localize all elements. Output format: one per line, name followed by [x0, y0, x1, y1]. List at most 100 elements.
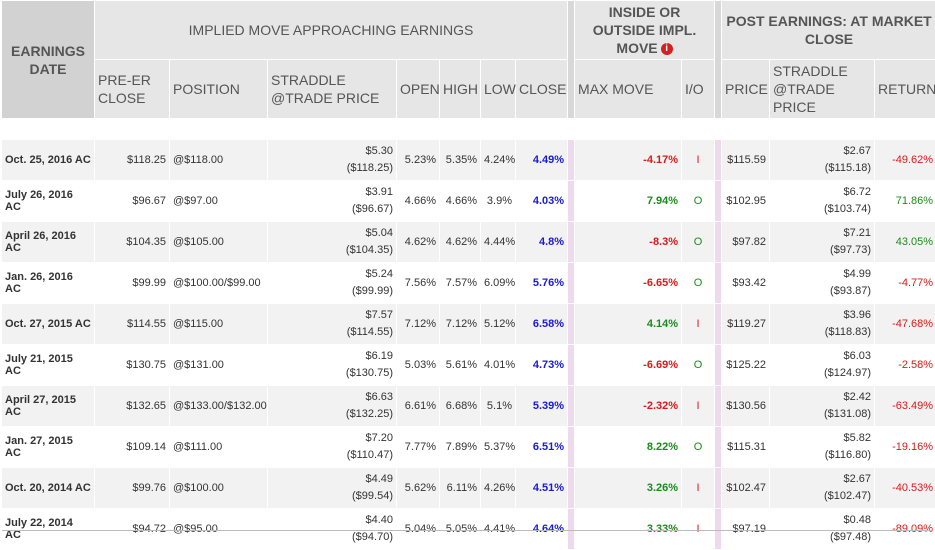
- column-separator: [568, 304, 575, 344]
- header-low: LOW: [481, 60, 516, 118]
- cell-price: $125.22: [722, 345, 770, 385]
- column-separator: [568, 263, 575, 303]
- cell-close: 4.03%: [516, 181, 568, 221]
- cell-close: 4.51%: [516, 468, 568, 508]
- cell-max-move: 3.26%: [575, 468, 682, 508]
- cell-return: -4.77%: [875, 263, 935, 303]
- straddle-price: $5.04: [365, 227, 393, 239]
- cell-straddle: $7.20 ($110.47): [268, 427, 396, 467]
- straddle-price: $6.19: [365, 350, 393, 362]
- cell-straddle: $5.30 ($118.25): [268, 140, 396, 180]
- cell-straddle: $3.91 ($96.67): [268, 181, 396, 221]
- column-separator: [715, 222, 722, 262]
- cell-open: 5.23%: [397, 140, 439, 180]
- header-straddle-post: STRADDLE @TRADE PRICE: [770, 60, 875, 118]
- header-close: CLOSE: [516, 60, 568, 118]
- cell-earnings-date: Jan. 27, 2015 AC: [2, 427, 94, 467]
- straddle-post-underlying: ($102.47): [823, 490, 872, 502]
- table-row: Oct. 20, 2014 AC $99.76 @$100.00 $4.49 ($99.…: [2, 468, 935, 508]
- straddle-price: $3.91: [365, 186, 393, 198]
- cell-return: -2.58%: [875, 345, 935, 385]
- column-separator: [568, 386, 575, 426]
- cell-earnings-date: July 26, 2016 AC: [2, 181, 94, 221]
- cell-io: I: [682, 304, 715, 344]
- header-pre-er-close: PRE-ER CLOSE: [95, 60, 169, 118]
- cell-straddle: $6.19 ($130.75): [268, 345, 396, 385]
- cell-price: $119.27: [722, 304, 770, 344]
- cell-pre-er-close: $118.25: [95, 140, 169, 180]
- cell-price: $115.59: [722, 140, 770, 180]
- cell-earnings-date: Jan. 26, 2016 AC: [2, 263, 94, 303]
- straddle-post-underlying: ($97.73): [830, 244, 872, 256]
- cell-position: @$131.00: [170, 345, 267, 385]
- cell-return: -49.62%: [875, 140, 935, 180]
- cell-price: $102.47: [722, 468, 770, 508]
- cell-earnings-date: April 26, 2016 AC: [2, 222, 94, 262]
- cell-pre-er-close: $99.99: [95, 263, 169, 303]
- straddle-post-underlying: ($103.74): [823, 203, 872, 215]
- cell-high: 7.89%: [440, 427, 480, 467]
- straddle-post-price: $6.03: [843, 350, 872, 362]
- cell-open: 4.66%: [397, 181, 439, 221]
- header-return: RETURN: [875, 60, 935, 118]
- straddle-price: $7.20: [365, 432, 393, 444]
- cell-max-move: -8.3%: [575, 222, 682, 262]
- cell-position: @$97.00: [170, 181, 267, 221]
- column-separator: [715, 263, 722, 303]
- cell-pre-er-close: $99.76: [95, 468, 169, 508]
- column-separator: [715, 345, 722, 385]
- cell-max-move: -4.17%: [575, 140, 682, 180]
- cell-position: @$100.00: [170, 468, 267, 508]
- cell-low: 4.24%: [481, 140, 515, 180]
- cell-close: 5.76%: [516, 263, 568, 303]
- cell-high: 4.66%: [440, 181, 480, 221]
- bottom-divider: [2, 530, 932, 531]
- cell-straddle-post: $6.72 ($103.74): [770, 181, 875, 221]
- header-separator: [568, 1, 575, 118]
- cell-straddle: $6.63 ($132.25): [268, 386, 396, 426]
- straddle-post-price: $3.96: [843, 309, 872, 321]
- straddle-underlying: ($99.99): [352, 285, 393, 297]
- straddle-price: $6.63: [365, 391, 393, 403]
- column-separator: [715, 468, 722, 508]
- header-high: HIGH: [440, 60, 480, 118]
- cell-io: O: [682, 181, 715, 221]
- cell-price: $97.82: [722, 222, 770, 262]
- column-separator: [568, 140, 575, 180]
- cell-high: 7.57%: [440, 263, 480, 303]
- cell-open: 5.03%: [397, 345, 439, 385]
- header-price: PRICE: [722, 60, 770, 118]
- cell-max-move: 4.14%: [575, 304, 682, 344]
- cell-open: 7.12%: [397, 304, 439, 344]
- straddle-underlying: ($104.35): [345, 244, 393, 256]
- cell-price: $97.19: [722, 509, 770, 549]
- cell-straddle-post: $4.99 ($93.87): [770, 263, 875, 303]
- cell-low: 5.37%: [481, 427, 515, 467]
- cell-return: -19.16%: [875, 427, 935, 467]
- straddle-post-underlying: ($131.08): [823, 408, 872, 420]
- column-separator: [715, 140, 722, 180]
- cell-pre-er-close: $132.65: [95, 386, 169, 426]
- cell-close: 4.49%: [516, 140, 568, 180]
- cell-max-move: 7.94%: [575, 181, 682, 221]
- straddle-price: $4.49: [365, 473, 393, 485]
- cell-straddle: $5.24 ($99.99): [268, 263, 396, 303]
- straddle-underlying: ($96.67): [352, 203, 393, 215]
- cell-earnings-date: Oct. 27, 2015 AC: [2, 304, 94, 344]
- cell-position: @$105.00: [170, 222, 267, 262]
- cell-straddle-post: $0.48 ($97.48): [770, 509, 875, 549]
- cell-max-move: 8.22%: [575, 427, 682, 467]
- cell-straddle-post: $6.03 ($124.97): [770, 345, 875, 385]
- straddle-underlying: ($110.47): [346, 449, 393, 461]
- info-icon[interactable]: i: [660, 43, 673, 55]
- cell-pre-er-close: $109.14: [95, 427, 169, 467]
- cell-straddle-post: $3.96 ($118.83): [770, 304, 875, 344]
- cell-position: @$111.00: [170, 427, 267, 467]
- straddle-underlying: ($114.55): [346, 326, 393, 338]
- table-row: Jan. 27, 2015 AC $109.14 @$111.00 $7.20 ($11…: [2, 427, 935, 467]
- header-max-move: MAX MOVE: [575, 60, 682, 118]
- cell-earnings-date: Oct. 25, 2016 AC: [2, 140, 94, 180]
- cell-low: 5.1%: [481, 386, 515, 426]
- cell-open: 4.62%: [397, 222, 439, 262]
- cell-open: 7.77%: [397, 427, 439, 467]
